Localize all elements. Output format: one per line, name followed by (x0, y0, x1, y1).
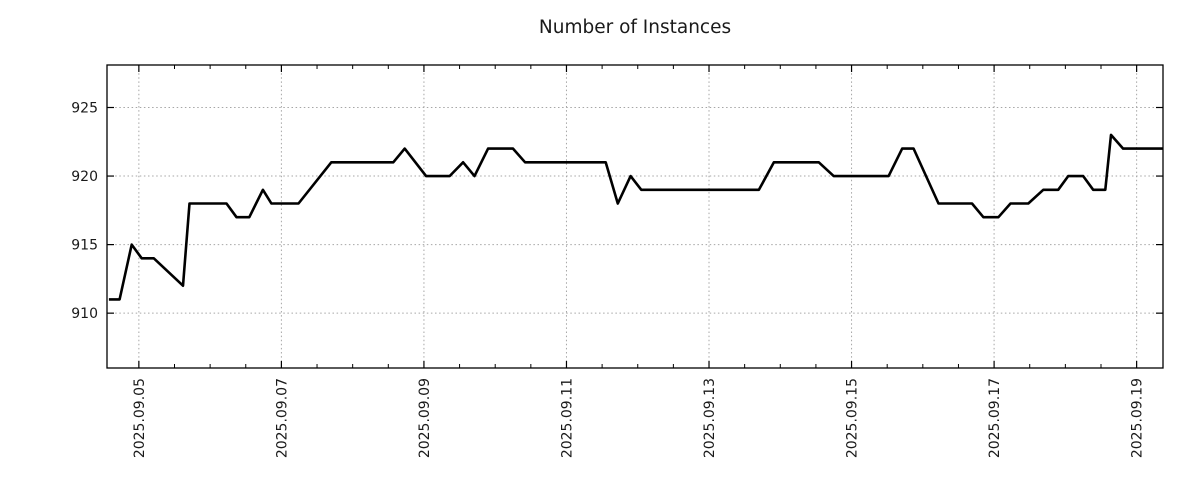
y-tick-label: 915 (71, 238, 98, 254)
x-tick-label: 2025.09.17 (987, 378, 1003, 458)
y-tick-label: 925 (71, 101, 98, 117)
y-tick-label: 910 (71, 306, 98, 322)
x-tick-label: 2025.09.09 (417, 378, 433, 458)
x-tick-label: 2025.09.11 (559, 378, 575, 458)
x-tick-label: 2025.09.07 (274, 378, 290, 458)
axes-layer (106, 64, 1164, 369)
x-tick-label: 2025.09.05 (132, 378, 148, 458)
plot-border (106, 64, 1164, 369)
x-tick-label: 2025.09.15 (845, 378, 861, 458)
chart-title: Number of Instances (539, 17, 731, 38)
grid-layer (107, 65, 1163, 368)
data-line-instances (108, 133, 1163, 301)
tick-labels-layer: 910 915 920 925 2025.09.05 2025.09.07 2025.09.… (71, 101, 1145, 459)
y-tick-label: 920 (71, 169, 98, 185)
x-tick-label: 2025.09.13 (702, 378, 718, 458)
x-tick-label: 2025.09.19 (1130, 378, 1146, 458)
series-layer (108, 133, 1163, 301)
